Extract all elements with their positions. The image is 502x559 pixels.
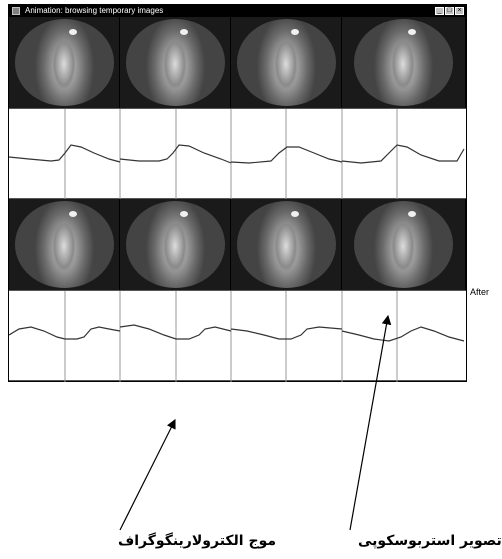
image-grid bbox=[9, 17, 466, 382]
stroboscopy-image[interactable] bbox=[231, 17, 342, 108]
egg-wave-caption: موج الکترولارینگوگراف bbox=[118, 533, 277, 549]
egg-waveform bbox=[9, 326, 121, 340]
close-button[interactable]: × bbox=[455, 7, 464, 15]
egg-waveform-row bbox=[9, 108, 466, 200]
stroboscopy-caption: تصویر استربوسکوپی bbox=[358, 533, 502, 549]
stroboscopy-image[interactable] bbox=[120, 199, 231, 290]
egg-waveform bbox=[119, 144, 232, 164]
stroboscopy-image[interactable] bbox=[9, 199, 120, 290]
egg-waveform-chart bbox=[9, 109, 465, 200]
animation-window: Animation: browsing temporary images _ □… bbox=[8, 4, 467, 382]
egg-waveform bbox=[119, 324, 232, 340]
after-label: After bbox=[470, 287, 490, 297]
app-icon bbox=[12, 7, 20, 15]
egg-waveform-row bbox=[9, 290, 466, 382]
maximize-button[interactable]: □ bbox=[445, 7, 454, 15]
stroboscopy-image[interactable] bbox=[342, 199, 466, 290]
egg-wave-arrow bbox=[119, 418, 176, 531]
window-title: Animation: browsing temporary images bbox=[25, 6, 164, 15]
stroboscopy-arrow bbox=[349, 314, 392, 531]
egg-waveform bbox=[230, 146, 343, 164]
stroboscopy-image[interactable] bbox=[231, 199, 342, 290]
minimize-button[interactable]: _ bbox=[435, 7, 444, 15]
egg-waveform bbox=[230, 326, 343, 340]
stroboscopy-image[interactable] bbox=[9, 17, 120, 108]
window-titlebar[interactable]: Animation: browsing temporary images _ □… bbox=[9, 5, 466, 17]
egg-waveform bbox=[341, 144, 465, 164]
egg-waveform bbox=[341, 326, 465, 342]
stroboscopy-image[interactable] bbox=[120, 17, 231, 108]
stroboscopy-image[interactable] bbox=[342, 17, 466, 108]
egg-waveform bbox=[9, 144, 121, 163]
egg-waveform-chart bbox=[9, 291, 465, 382]
